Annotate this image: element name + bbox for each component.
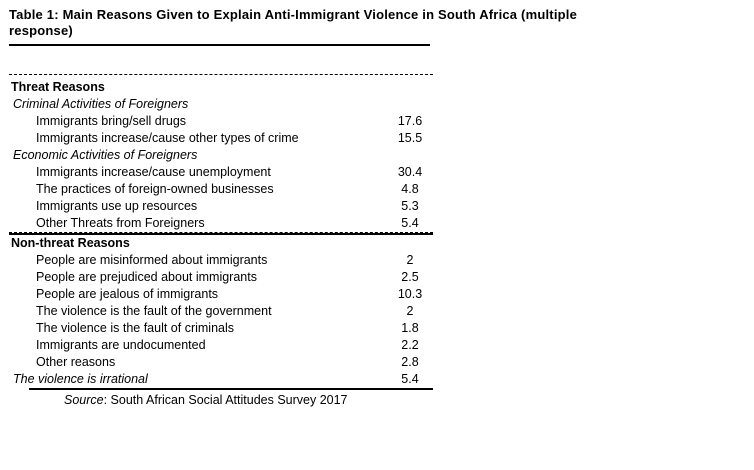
table-row: Immigrants are undocumented 2.2 xyxy=(9,337,433,354)
table-row: Threat Reasons xyxy=(9,79,433,96)
row-label: People are misinformed about immigrants xyxy=(36,253,268,267)
row-label: The violence is the fault of criminals xyxy=(36,321,235,335)
row-value: 2 xyxy=(406,253,414,267)
row-label: The practices of foreign-owned businesse… xyxy=(36,182,274,196)
table-row: The violence is the fault of the governm… xyxy=(9,303,433,320)
table-row: People are jealous of immigrants 10.3 xyxy=(9,286,433,303)
row-value: 15.5 xyxy=(397,131,423,145)
row-label: People are jealous of immigrants xyxy=(36,287,219,301)
table-row: People are misinformed about immigrants 2 xyxy=(9,252,433,269)
row-value: 10.3 xyxy=(397,287,423,301)
row-value: 5.4 xyxy=(401,372,419,386)
row-label: People are prejudiced about immigrants xyxy=(36,270,257,284)
row-label: Immigrants increase/cause unemployment xyxy=(36,165,271,179)
row-value: 4.8 xyxy=(401,182,419,196)
table-row: The violence is the fault of criminals 1.… xyxy=(9,320,433,337)
row-value: 2 xyxy=(406,304,414,318)
reasons-table: Threat Reasons Criminal Activities of For… xyxy=(9,74,433,388)
row-label: The violence is irrational xyxy=(13,372,148,386)
row-value: 1.8 xyxy=(401,321,419,335)
source-text: : South African Social Attitudes Survey … xyxy=(103,393,348,407)
row-value: 2.5 xyxy=(401,270,419,284)
row-label: Other Threats from Foreigners xyxy=(36,216,205,230)
row-label: The violence is the fault of the governm… xyxy=(36,304,272,318)
table-row: Criminal Activities of Foreigners xyxy=(9,96,433,113)
row-value: 2.8 xyxy=(401,355,419,369)
table-row: People are prejudiced about immigrants 2.… xyxy=(9,269,433,286)
table-row: Non-threat Reasons xyxy=(9,233,433,252)
table-title: Table 1: Main Reasons Given to Explain A… xyxy=(0,0,754,39)
table-bottom-rule xyxy=(29,388,433,390)
source-prefix: Source xyxy=(64,393,104,407)
table-row: Other reasons 2.8 xyxy=(9,354,433,371)
row-label: Threat Reasons xyxy=(11,80,105,94)
table-row: Other Threats from Foreigners 5.4 xyxy=(9,215,433,233)
row-label: Criminal Activities of Foreigners xyxy=(13,97,189,111)
table-title-line2: response) xyxy=(9,23,73,38)
source-line: Source: South African Social Attitudes S… xyxy=(64,392,754,408)
row-label: Immigrants are undocumented xyxy=(36,338,206,352)
row-value: 5.3 xyxy=(401,199,419,213)
row-value: 17.6 xyxy=(397,114,423,128)
row-label: Non-threat Reasons xyxy=(11,236,130,250)
row-value: 2.2 xyxy=(401,338,419,352)
title-rule xyxy=(9,44,430,46)
row-value: 30.4 xyxy=(397,165,423,179)
row-value: 5.4 xyxy=(401,216,419,230)
table-row: Immigrants increase/cause other types of… xyxy=(9,130,433,147)
table-title-line1: Table 1: Main Reasons Given to Explain A… xyxy=(9,7,578,22)
table-row: Immigrants use up resources 5.3 xyxy=(9,198,433,215)
row-label: Immigrants increase/cause other types of… xyxy=(36,131,299,145)
table-row: The practices of foreign-owned businesse… xyxy=(9,181,433,198)
row-label: Economic Activities of Foreigners xyxy=(13,148,198,162)
table-row: Economic Activities of Foreigners xyxy=(9,147,433,164)
table-row: The violence is irrational 5.4 xyxy=(9,371,433,388)
row-label: Other reasons xyxy=(36,355,116,369)
row-label: Immigrants bring/sell drugs xyxy=(36,114,187,128)
table-row: Immigrants increase/cause unemployment 30… xyxy=(9,164,433,181)
row-label: Immigrants use up resources xyxy=(36,199,198,213)
table-row: Immigrants bring/sell drugs 17.6 xyxy=(9,113,433,130)
